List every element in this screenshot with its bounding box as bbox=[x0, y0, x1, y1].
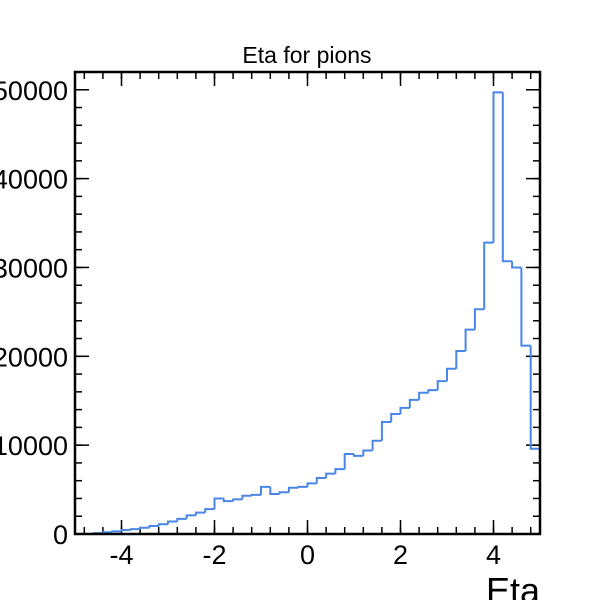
x-tick-label: 0 bbox=[300, 540, 315, 570]
histogram-bin bbox=[213, 497, 224, 510]
histogram-bin bbox=[167, 520, 178, 525]
histogram-bin bbox=[334, 468, 345, 474]
histogram-bin bbox=[278, 491, 289, 495]
x-tick-label: -4 bbox=[109, 540, 133, 570]
histogram-bin bbox=[380, 421, 392, 441]
y-tick-label: 30000 bbox=[0, 253, 68, 283]
x-tick-label: 2 bbox=[393, 540, 408, 570]
y-tick-label: 20000 bbox=[0, 342, 68, 372]
y-tick-label: 40000 bbox=[0, 165, 68, 195]
histogram-bin bbox=[129, 528, 141, 531]
histogram-bin bbox=[511, 261, 522, 269]
histogram-bin bbox=[492, 91, 503, 243]
histogram-bin bbox=[399, 406, 410, 415]
histogram-bin bbox=[250, 493, 261, 496]
x-tick-label: 4 bbox=[486, 540, 501, 570]
histogram-bin bbox=[446, 367, 457, 382]
plot-frame bbox=[73, 70, 542, 536]
histogram-bin bbox=[269, 486, 280, 496]
histogram-bin bbox=[436, 380, 447, 391]
histogram-bin bbox=[464, 328, 475, 351]
histogram-bin bbox=[306, 482, 317, 487]
histogram-bin bbox=[157, 523, 168, 527]
y-tick-label: 50000 bbox=[0, 76, 68, 106]
histogram-bin bbox=[418, 391, 429, 400]
chart-title: Eta for pions bbox=[242, 42, 371, 68]
y-tick-label: 0 bbox=[53, 520, 68, 550]
histogram-bin bbox=[260, 485, 271, 495]
histogram-bin bbox=[194, 511, 206, 516]
histogram-bin bbox=[343, 453, 354, 470]
histogram-bin bbox=[139, 526, 150, 530]
histogram-bin bbox=[529, 345, 540, 450]
histogram-bin bbox=[232, 498, 243, 502]
histogram-bin bbox=[520, 267, 531, 347]
histogram-bin bbox=[408, 398, 420, 408]
histogram-bin bbox=[111, 530, 122, 533]
histogram-bin bbox=[204, 508, 215, 513]
histogram-bin bbox=[427, 389, 438, 393]
histogram-bin bbox=[483, 241, 494, 310]
histogram-bin bbox=[176, 517, 187, 522]
histogram-bin bbox=[148, 525, 159, 528]
histogram-bin bbox=[185, 514, 196, 519]
histogram-bin bbox=[315, 477, 327, 484]
histogram-bin bbox=[241, 494, 252, 500]
histogram-bin bbox=[473, 308, 485, 330]
histogram-bin bbox=[325, 472, 336, 479]
histogram-bin bbox=[501, 92, 513, 263]
histogram-bin bbox=[371, 439, 382, 451]
histogram-bin bbox=[287, 486, 299, 493]
x-axis-label: Eta bbox=[486, 570, 541, 600]
histogram-bin bbox=[297, 485, 308, 488]
x-tick-label: -2 bbox=[202, 540, 226, 570]
histogram-bin bbox=[455, 349, 466, 369]
histogram-bin bbox=[222, 498, 234, 503]
y-tick-label: 10000 bbox=[0, 431, 68, 461]
histogram-bin bbox=[390, 413, 401, 423]
histogram-bin bbox=[120, 529, 131, 532]
histogram-bin bbox=[353, 454, 364, 457]
histogram-bin bbox=[362, 449, 373, 456]
